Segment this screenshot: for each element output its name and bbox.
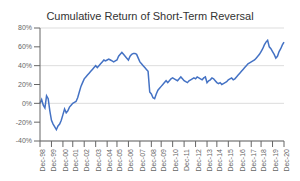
svg-text:Dec-19: Dec-19	[272, 149, 279, 172]
svg-text:Dec-10: Dec-10	[172, 149, 179, 172]
svg-text:Dec-07: Dec-07	[139, 149, 146, 172]
svg-text:0%: 0%	[22, 100, 32, 107]
svg-text:-20%: -20%	[16, 119, 32, 126]
svg-text:Dec-01: Dec-01	[72, 149, 79, 172]
svg-text:Dec-13: Dec-13	[206, 149, 213, 172]
svg-text:Dec-17: Dec-17	[250, 149, 257, 172]
svg-text:80%: 80%	[18, 24, 32, 31]
svg-text:Dec-08: Dec-08	[150, 149, 157, 172]
svg-text:Dec-04: Dec-04	[106, 149, 113, 172]
svg-text:Dec-15: Dec-15	[227, 149, 234, 172]
svg-text:-40%: -40%	[16, 137, 32, 144]
svg-text:20%: 20%	[18, 81, 32, 88]
svg-text:Dec-14: Dec-14	[216, 149, 223, 172]
svg-text:Dec-98: Dec-98	[39, 149, 46, 172]
html-text:Cumulative Return of Short-Ter: Cumulative Return of Short-Term Reversal	[46, 10, 254, 22]
svg-text:Dec-11: Dec-11	[183, 149, 190, 171]
svg-text:Dec-16: Dec-16	[239, 149, 246, 172]
svg-text:Dec-18: Dec-18	[260, 149, 267, 172]
svg-text:Dec-12: Dec-12	[195, 149, 202, 172]
svg-text:Dec-20: Dec-20	[283, 149, 290, 172]
svg-text:Dec-05: Dec-05	[116, 149, 123, 172]
svg-text:Dec-02: Dec-02	[83, 149, 90, 172]
svg-text:60%: 60%	[18, 43, 32, 50]
svg-text:Dec-00: Dec-00	[62, 149, 69, 172]
svg-text:Dec-03: Dec-03	[95, 149, 102, 172]
svg-text:40%: 40%	[18, 62, 32, 69]
svg-text:Dec-09: Dec-09	[160, 149, 167, 172]
svg-text:Dec-06: Dec-06	[127, 149, 134, 172]
svg-text:Dec-99: Dec-99	[50, 149, 57, 172]
